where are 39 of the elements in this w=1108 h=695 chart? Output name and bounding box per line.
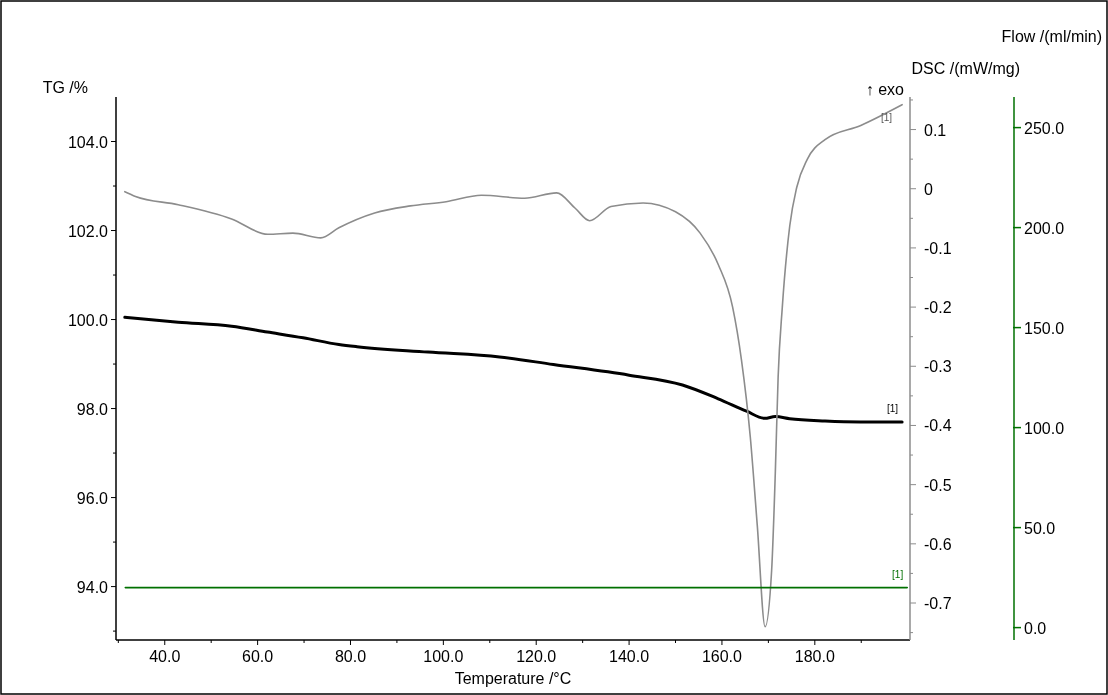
- annotation: [1]: [880, 111, 893, 123]
- y2-tick-label: 0.1: [924, 121, 947, 139]
- y-tick-label: 100.0: [67, 311, 109, 329]
- y3-tick-label: 200.0: [1024, 219, 1065, 237]
- y2-tick-label: -0.3: [924, 358, 952, 376]
- x-tick-label: 60.0: [242, 648, 274, 665]
- y-tick-label: 94.0: [76, 578, 109, 596]
- y2-tick-label: 0: [924, 180, 933, 198]
- x-tick-label: 80.0: [334, 648, 367, 665]
- y-tick-label: 102.0: [67, 222, 109, 240]
- x-tick-label: 140.0: [609, 648, 650, 665]
- y2-tick-label: -0.7: [924, 595, 952, 613]
- y3-axis-title: Flow /(ml/min): [1001, 28, 1102, 45]
- y-tick-label: 104.0: [67, 133, 109, 151]
- x-tick-label: 100.0: [423, 648, 464, 665]
- annotation: ↑ exo: [865, 81, 905, 98]
- y2-tick-label: -0.1: [924, 239, 952, 257]
- y2-tick-label: -0.5: [924, 476, 952, 494]
- y3-tick-label: 50.0: [1024, 519, 1056, 537]
- y-axis-title: TG /%: [42, 79, 88, 96]
- y3-tick-label: 150.0: [1024, 319, 1065, 337]
- y3-tick-label: 0.0: [1024, 619, 1047, 637]
- annotation: [1]: [892, 568, 904, 580]
- x-axis-title: Temperature /°C: [454, 670, 572, 687]
- y2-tick-label: -0.6: [924, 535, 952, 553]
- x-tick-label: 40.0: [149, 648, 181, 665]
- y2-axis-title: DSC /(mW/mg): [911, 60, 1020, 77]
- line-series: [124, 103, 903, 628]
- y2-tick-label: -0.4: [924, 417, 952, 435]
- y3-tick-label: 100.0: [1024, 419, 1065, 437]
- x-tick-label: 180.0: [794, 648, 835, 665]
- y-tick-label: 98.0: [76, 400, 109, 418]
- y3-tick-label: 250.0: [1024, 119, 1065, 137]
- line-series: [123, 315, 904, 424]
- x-tick-label: 160.0: [701, 648, 743, 665]
- x-tick-label: 120.0: [516, 648, 557, 665]
- annotation: [1]: [886, 402, 899, 414]
- y2-tick-label: -0.2: [924, 299, 952, 317]
- y-tick-label: 96.0: [76, 489, 109, 507]
